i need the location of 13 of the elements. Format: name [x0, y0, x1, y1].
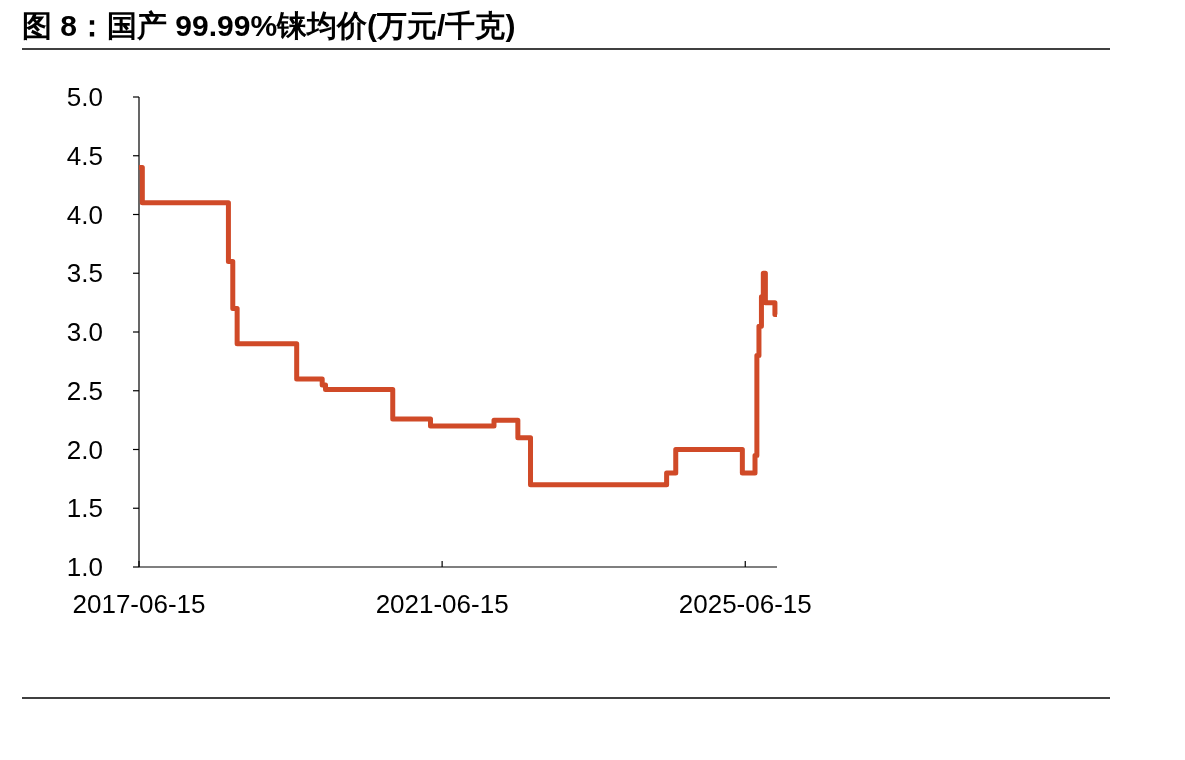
y-tick-label: 3.5: [66, 258, 103, 289]
chart-title: 图 8：国产 99.99%铼均价(万元/千克): [22, 9, 516, 42]
x-tick-label: 2025-06-15: [678, 589, 812, 619]
y-tick-label: 4.0: [66, 199, 103, 230]
y-tick-label: 2.5: [66, 375, 103, 406]
y-tick-label: 1.0: [66, 552, 103, 582]
y-tick-label: 1.5: [66, 493, 103, 524]
y-tick-label: 2.0: [66, 434, 103, 465]
x-tick-label: 2021-06-15: [375, 589, 509, 619]
y-tick-label: 3.0: [66, 317, 103, 347]
y-tick-label: 4.5: [66, 140, 103, 171]
x-tick-label: 2017-06-15: [72, 589, 206, 619]
y-tick-label: 5.0: [66, 82, 103, 112]
